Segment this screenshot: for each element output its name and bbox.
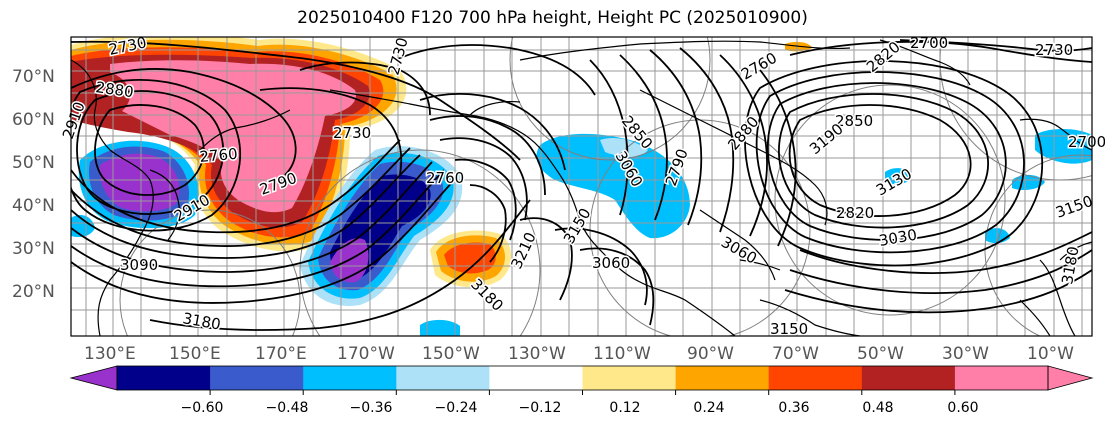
lon-label-130w: 130°W xyxy=(508,344,566,364)
colorbar-tick-label: 0.36 xyxy=(778,400,810,416)
colorbar-bin xyxy=(861,366,956,390)
lon-label-110w: 110°W xyxy=(593,344,651,364)
lon-label-70w: 70°W xyxy=(772,344,819,364)
colorbar-tick-label: −0.36 xyxy=(349,400,393,416)
chart-title: 2025010400 F120 700 hPa height, Height P… xyxy=(297,8,808,28)
colorbar-bin xyxy=(675,366,770,390)
contour-label: 2820 xyxy=(836,204,874,222)
lon-label-10w: 10°W xyxy=(1027,344,1074,364)
colorbar-extend-high xyxy=(1047,365,1094,391)
contour-label: 2700 xyxy=(1068,133,1105,151)
lat-label-20n: 20°N xyxy=(12,282,55,302)
contour-label: 2730 xyxy=(333,124,371,142)
colorbar-bin xyxy=(210,366,304,390)
colorbar-tick-label: 0.60 xyxy=(947,400,979,416)
colorbar-bin xyxy=(489,366,583,390)
lon-label-170e: 170°E xyxy=(255,344,307,364)
contour-label: 3150 xyxy=(770,320,808,338)
lat-label-70n: 70°N xyxy=(12,67,55,87)
colorbar-bin xyxy=(954,366,1049,390)
lon-label-130e: 130°E xyxy=(84,344,136,364)
lat-label-60n: 60°N xyxy=(12,110,55,130)
contour-label: 2730 xyxy=(384,35,411,77)
colorbar-tick-label: 0.24 xyxy=(693,400,725,416)
lon-label-150e: 150°E xyxy=(169,344,221,364)
coastlines xyxy=(71,39,1092,336)
colorbar-bin xyxy=(396,366,490,390)
lat-label-50n: 50°N xyxy=(12,153,55,173)
colorbar-bin xyxy=(768,366,863,390)
map-frame xyxy=(70,36,1093,337)
contour-label: 3090 xyxy=(120,256,158,274)
colorbar-tick-label: −0.24 xyxy=(434,400,478,416)
colorbar-bin xyxy=(117,366,211,390)
colorbar-extend-low xyxy=(69,365,118,391)
height-contours xyxy=(71,39,1092,331)
contour-label: 3060 xyxy=(592,254,630,272)
contour-label: 2850 xyxy=(835,112,873,130)
lon-label-50w: 50°W xyxy=(857,344,904,364)
colorbar-tick-label: −0.48 xyxy=(265,400,309,416)
colorbar-bin xyxy=(582,366,677,390)
lon-label-90w: 90°W xyxy=(687,344,734,364)
contour-label: 2700 xyxy=(910,34,948,52)
contour-label: 2760 xyxy=(199,145,239,166)
colorbar-bin xyxy=(303,366,397,390)
contour-label: 2730 xyxy=(1035,41,1073,59)
negative-anomaly-north-america xyxy=(536,133,690,239)
lon-label-170w: 170°W xyxy=(337,344,395,364)
colorbar-tick-label: 0.12 xyxy=(609,400,641,416)
negative-anomaly-pacific xyxy=(71,140,199,238)
lat-label-40n: 40°N xyxy=(12,196,55,216)
lat-label-30n: 30°N xyxy=(12,239,55,259)
colorbar-tick-label: −0.60 xyxy=(180,400,224,416)
lon-label-30w: 30°W xyxy=(942,344,989,364)
colorbar-tick-label: −0.12 xyxy=(518,400,562,416)
contour-label: 2760 xyxy=(426,169,464,187)
colorbar-tick-label: 0.48 xyxy=(862,400,894,416)
lon-label-150w: 150°W xyxy=(422,344,480,364)
colorbar xyxy=(69,365,1094,395)
